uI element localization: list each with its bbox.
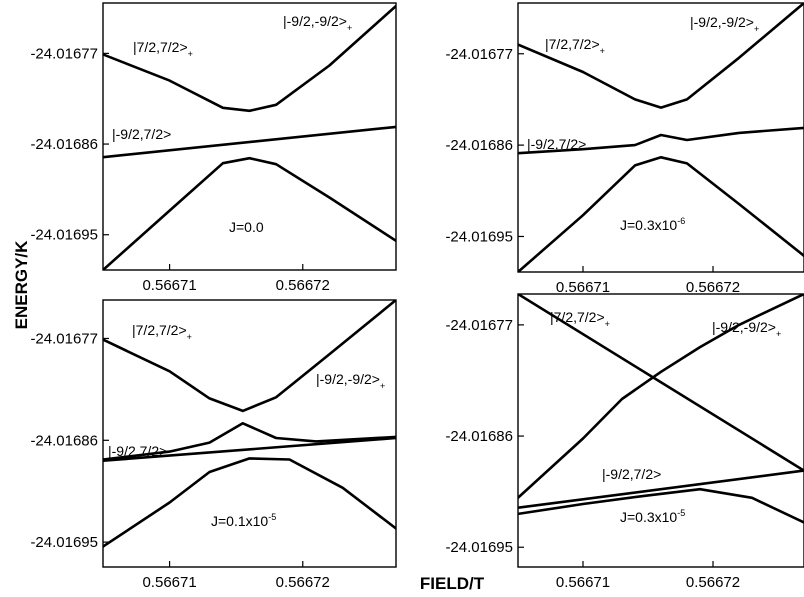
energy-level-line-1 <box>518 294 804 472</box>
x-tick-label: 0.56672 <box>686 574 740 591</box>
energy-level-line-1 <box>103 4 396 113</box>
state-label: |7/2,7/2>+ <box>550 309 610 329</box>
x-tick-label: 0.56671 <box>556 574 610 591</box>
y-tick-label: -24.01677 <box>445 46 513 63</box>
state-label: |-9/2,-9/2>+ <box>283 13 352 33</box>
plot-frame <box>517 293 804 568</box>
state-label: |7/2,7/2>+ <box>133 39 193 59</box>
state-label: |-9/2,-9/2>+ <box>316 371 385 391</box>
plot-frame <box>517 2 804 273</box>
chart-panel-bottom-right: 0.56671 0.56672 -24.01677 -24.01686 -24.0169… <box>445 293 804 591</box>
x-tick-label: 0.56672 <box>276 574 330 591</box>
chart-panel-bottom-left: 0.56671 0.56672 -24.01677 -24.01686 -24.0169… <box>30 299 397 591</box>
state-label: |7/2,7/2>+ <box>545 36 605 56</box>
state-label: |-9/2,-9/2>+ <box>712 319 781 339</box>
x-tick-label: 0.56671 <box>142 574 196 591</box>
y-axis-title: ENERGY/K <box>12 240 31 330</box>
energy-level-line-3 <box>103 156 396 270</box>
y-tick-label: -24.01686 <box>445 137 513 154</box>
y-tick-label: -24.01686 <box>445 428 513 445</box>
state-label: |-9/2,7/2> <box>602 466 661 482</box>
energy-level-line-3 <box>103 436 396 463</box>
x-axis-title: FIELD/T <box>420 574 485 593</box>
y-tick-label: -24.01686 <box>30 432 98 449</box>
plot-frame <box>102 2 397 271</box>
state-label: |-9/2,-9/2>+ <box>690 14 759 34</box>
y-tick-label: -24.01695 <box>445 539 513 556</box>
state-label: |-9/2,7/2> <box>527 136 586 152</box>
energy-level-line-3 <box>518 156 804 272</box>
chart-panel-top-right: 0.56671 0.56672 -24.01677 -24.01686 -24.0169… <box>445 2 804 296</box>
y-tick-label: -24.01695 <box>445 228 513 245</box>
plot-frame <box>102 299 397 568</box>
y-tick-label: -24.01677 <box>30 330 98 347</box>
x-tick-label: 0.56671 <box>556 279 610 296</box>
coupling-annotation: J=0.3x10-6 <box>620 216 685 233</box>
state-label: |7/2,7/2>+ <box>132 322 192 342</box>
y-tick-label: -24.01695 <box>30 534 98 551</box>
energy-level-line-2 <box>103 125 396 159</box>
energy-level-line-2 <box>518 294 804 500</box>
x-tick-label: 0.56672 <box>276 277 330 294</box>
energy-level-line-2 <box>103 421 396 461</box>
energy-level-line-2 <box>518 126 804 155</box>
x-tick-label: 0.56672 <box>686 279 740 296</box>
energy-level-line-3 <box>518 469 804 510</box>
state-label: |-9/2,7/2> <box>112 126 171 142</box>
chart-panel-top-left: 0.56671 0.56672 -24.01677 -24.01686 -24.0169… <box>30 2 397 294</box>
y-tick-label: -24.01686 <box>30 136 98 153</box>
energy-level-line-4 <box>518 487 804 524</box>
coupling-annotation: J=0.1x10-5 <box>211 512 276 529</box>
energy-level-line-4 <box>103 457 396 548</box>
coupling-annotation: J=0.0 <box>229 219 264 235</box>
energy-level-line-1 <box>518 3 804 109</box>
y-tick-label: -24.01677 <box>30 45 98 62</box>
coupling-annotation: J=0.3x10-5 <box>620 508 685 525</box>
y-tick-label: -24.01677 <box>445 317 513 334</box>
energy-level-line-1 <box>103 300 396 413</box>
y-tick-label: -24.01695 <box>30 227 98 244</box>
state-label: |-9/2,7/2> <box>108 443 167 459</box>
x-tick-label: 0.56671 <box>142 277 196 294</box>
